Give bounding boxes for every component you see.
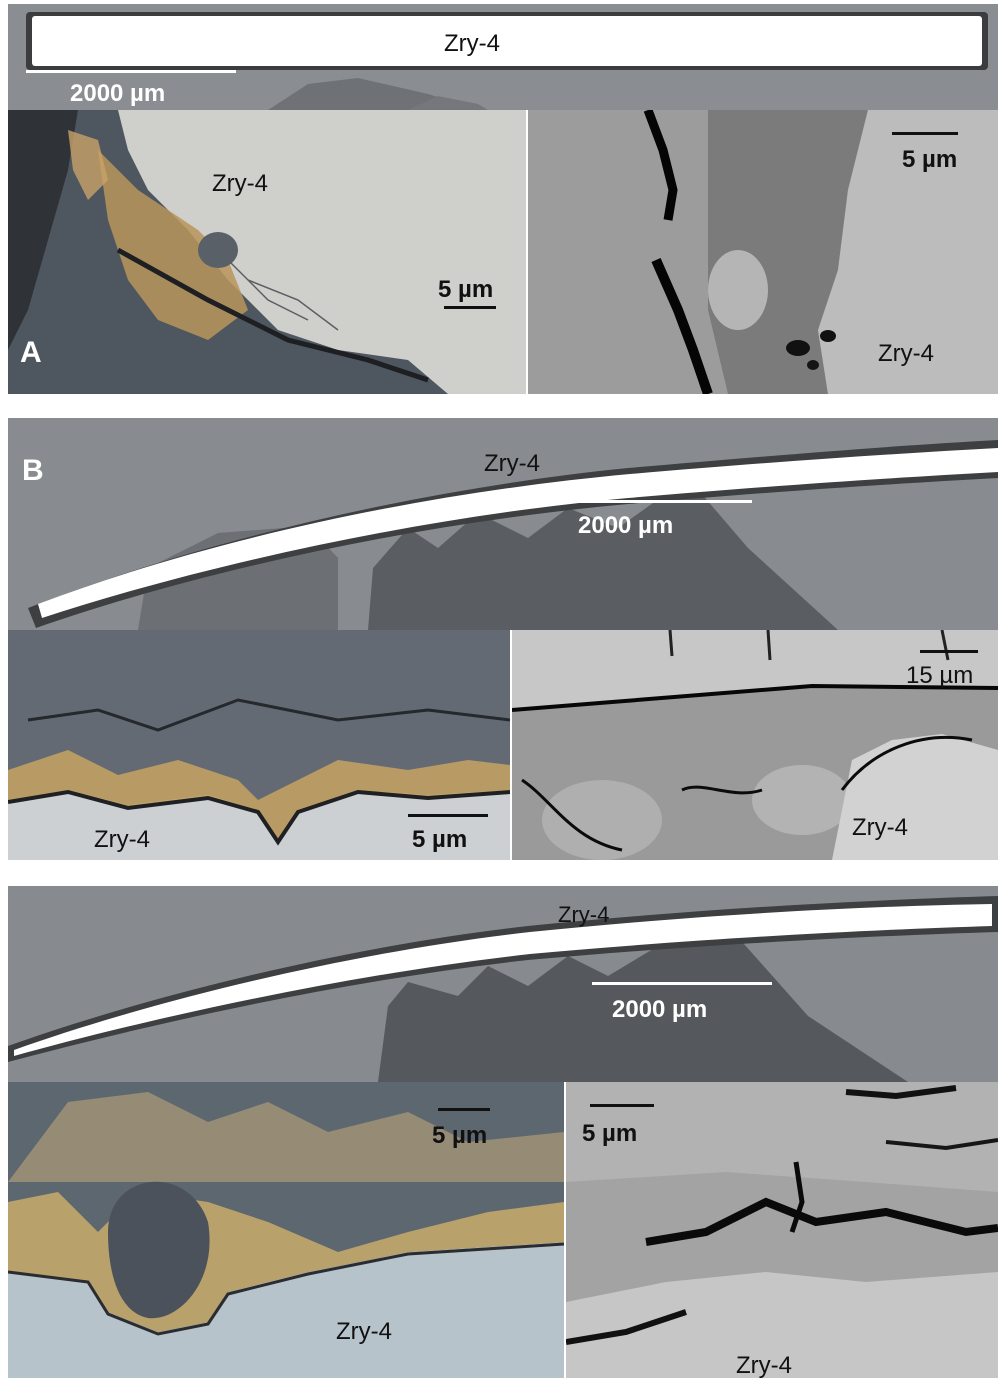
panel-c-optical-scale-label: 5 µm [432, 1122, 488, 1149]
panel-b-overview-material-label: Zry-4 [484, 450, 540, 477]
panel-c-optical-material-label: Zry-4 [336, 1318, 392, 1345]
panel-a-optical-image [8, 110, 526, 394]
panel-b-letter: B [22, 454, 44, 487]
panel-a-optical-scale-bar [444, 306, 496, 309]
panel-a-optical-scale-label: 5 µm [438, 276, 494, 303]
panel-c-optical: 5 µm Zry-4 [8, 1082, 564, 1378]
panel-c-sem: 5 µm Zry-4 [566, 1082, 998, 1378]
panel-a-optical: Zry-4 5 µm A [8, 110, 526, 394]
panel-a-sem: 5 µm Zry-4 [528, 110, 998, 394]
panel-c-sem-material-label: Zry-4 [736, 1352, 792, 1378]
panel-c-sem-scale-label: 5 µm [582, 1120, 638, 1147]
panel-a-overview: Zry-4 2000 µm [8, 4, 998, 110]
panel-a-overview-scale-bar [26, 70, 236, 73]
panel-c-sem-scale-bar [590, 1104, 654, 1107]
panel-b-optical-scale-label: 5 µm [412, 826, 468, 853]
panel-b-sem-scale-bar [920, 650, 978, 653]
panel-c-optical-scale-bar [438, 1108, 490, 1111]
panel-b-sem-scale-label: 15 µm [906, 662, 974, 689]
panel-a-sem-scale-bar [892, 132, 958, 135]
panel-c-overview-material-label: Zry-4 [558, 902, 610, 927]
panel-a-optical-material-label: Zry-4 [212, 170, 268, 197]
panel-a-sem-image [528, 110, 998, 394]
panel-b-overview: B Zry-4 2000 µm [8, 418, 998, 630]
panel-c-overview-scale-bar [592, 982, 772, 985]
panel-c-overview-image [8, 886, 998, 1082]
panel-a-overview-image [8, 4, 998, 110]
panel-c-overview-scale-label: 2000 µm [612, 996, 708, 1023]
panel-c-sem-image [566, 1082, 998, 1378]
panel-b-overview-image [8, 418, 998, 630]
panel-b-optical-scale-bar [408, 814, 488, 817]
panel-b-optical-material-label: Zry-4 [94, 826, 150, 853]
panel-a-sem-material-label: Zry-4 [878, 340, 934, 367]
panel-b-optical: Zry-4 5 µm [8, 630, 510, 860]
panel-b-overview-scale-bar [544, 500, 752, 503]
panel-b-optical-image [8, 630, 510, 860]
panel-c-overview: Zry-4 2000 µm [8, 886, 998, 1082]
panel-a-sem-scale-label: 5 µm [902, 146, 958, 173]
panel-a-letter: A [20, 336, 42, 369]
panel-b-overview-scale-label: 2000 µm [578, 512, 674, 539]
panel-b-sem: 15 µm Zry-4 [512, 630, 998, 860]
panel-b-sem-material-label: Zry-4 [852, 814, 908, 841]
panel-a-overview-scale-label: 2000 µm [70, 80, 166, 107]
panel-c-optical-image [8, 1082, 564, 1378]
panel-b-sem-image [512, 630, 998, 860]
panel-a-overview-material-label: Zry-4 [444, 30, 500, 57]
